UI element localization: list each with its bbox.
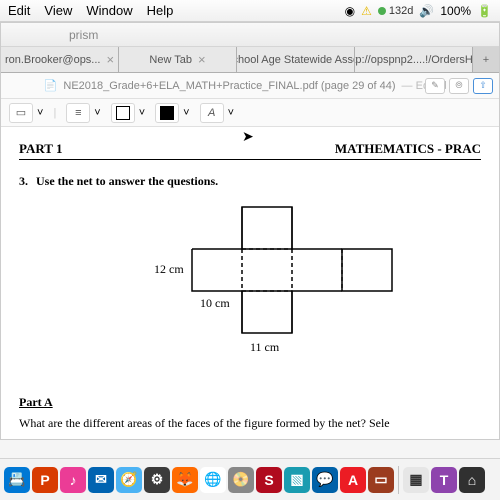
battery-icon: 🔋	[477, 4, 492, 18]
tool-list[interactable]: ≡	[66, 103, 90, 123]
tab-label: School Age Statewide Asse...	[237, 54, 355, 66]
menu-right: ◉ ⚠ 132d 🔊 100% 🔋	[345, 4, 492, 18]
question-3: 3. Use the net to answer the questions.	[19, 174, 481, 189]
shield-icon: ◉	[345, 4, 355, 18]
question-text: Use the net to answer the questions.	[36, 174, 218, 189]
status-days: 132d	[378, 5, 413, 17]
dock-app-9[interactable]: S	[256, 467, 282, 493]
document-title-bar: 📄 NE2018_Grade+6+ELA_MATH+Practice_FINAL…	[1, 73, 499, 99]
dock-app-3[interactable]: ✉	[88, 467, 114, 493]
label-10cm: 10 cm	[200, 296, 230, 310]
document-filename: NE2018_Grade+6+ELA_MATH+Practice_FINAL.p…	[63, 80, 395, 92]
dock-app-12[interactable]: A	[340, 467, 366, 493]
dock-separator	[398, 466, 399, 494]
dock-app-11[interactable]: 💬	[312, 467, 338, 493]
pdf-icon: 📄	[44, 79, 58, 92]
tool-rect[interactable]: ▭	[9, 103, 33, 123]
net-diagram: 12 cm 10 cm 11 cm	[100, 201, 400, 387]
dock-app-4[interactable]: 🧭	[116, 467, 142, 493]
volume-icon[interactable]: 🔊	[419, 4, 434, 18]
part-a-question: What are the different areas of the face…	[19, 416, 481, 431]
chevron-down-icon[interactable]: ˅	[94, 107, 100, 119]
safari-window: prism ron.Brooker@ops... × New Tab × Sch…	[0, 22, 500, 440]
dock-app-5[interactable]: ⚙	[144, 467, 170, 493]
chevron-down-icon[interactable]: ˅	[139, 107, 145, 119]
tab-label: ron.Brooker@ops...	[5, 54, 101, 66]
menu-edit[interactable]: Edit	[8, 3, 30, 18]
dock-app-0[interactable]: 📇	[4, 467, 30, 493]
part-header: PART 1 MATHEMATICS - PRAC	[19, 141, 481, 160]
dock-app-1[interactable]: P	[32, 467, 58, 493]
dock-app-14[interactable]: ▦	[403, 467, 429, 493]
tab-label: http://opspnp2....!/OrdersHist	[355, 54, 473, 66]
pdf-toolbar: ▭ ˅ | ≡ ˅ ˅ ˅ A ˅	[1, 99, 499, 127]
pdf-content: PART 1 MATHEMATICS - PRAC 3. Use the net…	[1, 127, 499, 439]
window-title: prism	[69, 28, 98, 42]
part-label: PART 1	[19, 141, 62, 157]
tab-label: New Tab	[149, 54, 192, 66]
tool-stroke-color[interactable]	[111, 103, 135, 123]
window-titlebar: prism	[1, 23, 499, 47]
dock-app-2[interactable]: ♪	[60, 467, 86, 493]
tab-bar: ron.Brooker@ops... × New Tab × School Ag…	[1, 47, 499, 73]
battery-percent: 100%	[440, 4, 471, 18]
doc-actions: ✎ ⦾ ⇧	[425, 78, 493, 94]
label-12cm: 12 cm	[154, 262, 184, 276]
dock-app-16[interactable]: ⌂	[459, 467, 485, 493]
close-icon[interactable]: ×	[198, 52, 206, 67]
dock-app-15[interactable]: T	[431, 467, 457, 493]
subject-label: MATHEMATICS - PRAC	[335, 141, 481, 157]
dock-app-10[interactable]: ▧	[284, 467, 310, 493]
chevron-down-icon[interactable]: ˅	[37, 107, 43, 119]
macos-dock: 📇 P ♪ ✉ 🧭 ⚙ 🦊 🌐 📀 S ▧ 💬 A ▭ ▦ T ⌂	[0, 458, 500, 500]
tab-orders[interactable]: http://opspnp2....!/OrdersHist	[355, 47, 473, 72]
dock-app-8[interactable]: 📀	[228, 467, 254, 493]
label-11cm: 11 cm	[250, 340, 280, 354]
tab-assessment[interactable]: School Age Statewide Asse... ×	[237, 47, 355, 72]
part-a-label: Part A	[19, 395, 481, 410]
chevron-down-icon[interactable]: ˅	[228, 107, 234, 119]
menu-window[interactable]: Window	[86, 3, 132, 18]
tab-add-button[interactable]: +	[473, 47, 499, 72]
menu-view[interactable]: View	[44, 3, 72, 18]
menu-help[interactable]: Help	[147, 3, 174, 18]
menu-left: Edit View Window Help	[8, 3, 173, 18]
tab-mail[interactable]: ron.Brooker@ops... ×	[1, 47, 119, 72]
close-icon[interactable]: ×	[106, 52, 114, 67]
chevron-down-icon[interactable]: ˅	[183, 107, 189, 119]
macos-menubar: Edit View Window Help ◉ ⚠ 132d 🔊 100% 🔋	[0, 0, 500, 22]
dock-app-13[interactable]: ▭	[368, 467, 394, 493]
dock-app-6[interactable]: 🦊	[172, 467, 198, 493]
tab-new[interactable]: New Tab ×	[119, 47, 237, 72]
hazard-icon: ⚠	[361, 4, 372, 18]
dock-app-7[interactable]: 🌐	[200, 467, 226, 493]
tool-font[interactable]: A	[200, 103, 224, 123]
edit-button[interactable]: ✎	[425, 78, 445, 94]
question-number: 3.	[19, 174, 28, 189]
share-button[interactable]: ⇧	[473, 78, 493, 94]
annotate-button[interactable]: ⦾	[449, 78, 469, 94]
tool-fill-color[interactable]	[155, 103, 179, 123]
